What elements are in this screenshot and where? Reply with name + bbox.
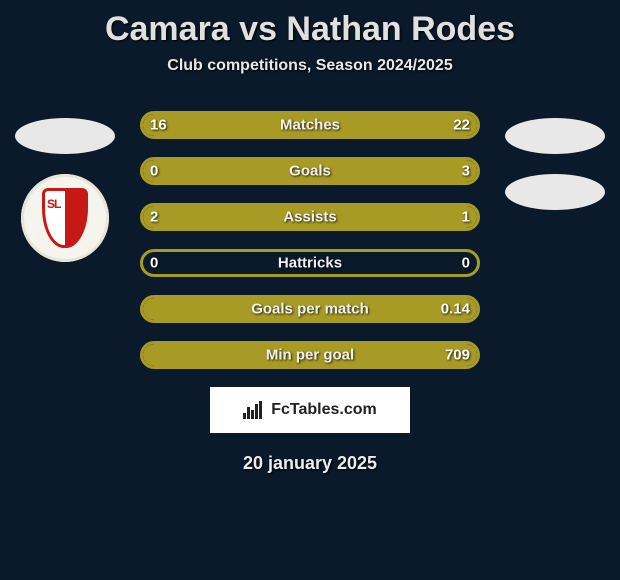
stat-bar-track [140, 157, 480, 185]
stat-bar-fill-left [143, 206, 367, 228]
watermark-text: FcTables.com [271, 401, 377, 419]
stat-bars: Matches1622 Goals03 Assists21 Hattricks00 Go… [140, 111, 480, 369]
stat-bar-track [140, 111, 480, 139]
right-player-column [500, 118, 610, 230]
left-player-pill [15, 118, 115, 154]
page-title: Camara vs Nathan Rodes [0, 10, 620, 49]
stat-bar-track [140, 295, 480, 323]
stat-bar-track [140, 341, 480, 369]
stat-row: Goals03 [140, 157, 480, 185]
watermark: FcTables.com [210, 387, 410, 433]
stat-bar-fill-right [283, 114, 477, 136]
date-label: 20 january 2025 [0, 453, 620, 474]
left-club-logo [21, 174, 109, 262]
comparison-infographic: Camara vs Nathan Rodes Club competitions… [0, 0, 620, 580]
stat-bar-track [140, 249, 480, 277]
stat-bar-fill-left [143, 114, 283, 136]
stat-bar-fill-right [143, 160, 477, 182]
stat-row: Assists21 [140, 203, 480, 231]
stat-row: Min per goal709 [140, 341, 480, 369]
stat-row: Hattricks00 [140, 249, 480, 277]
left-player-column [10, 118, 120, 262]
stat-row: Matches1622 [140, 111, 480, 139]
bar-chart-icon [243, 401, 265, 419]
stat-bar-fill-right [367, 206, 477, 228]
stat-bar-fill-right [143, 298, 477, 320]
stat-row: Goals per match0.14 [140, 295, 480, 323]
stat-bar-fill-right [143, 344, 477, 366]
page-subtitle: Club competitions, Season 2024/2025 [0, 57, 620, 75]
stat-bar-track [140, 203, 480, 231]
shield-icon [42, 188, 88, 248]
right-player-pill-1 [505, 118, 605, 154]
right-player-pill-2 [505, 174, 605, 210]
